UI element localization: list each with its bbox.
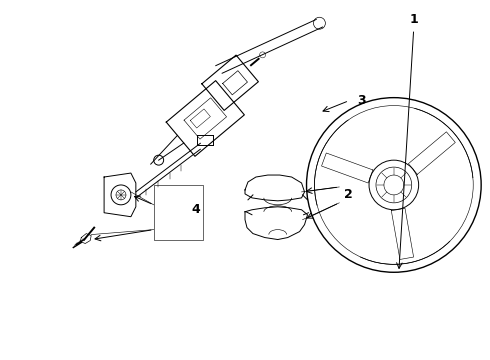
- Text: 1: 1: [409, 13, 418, 26]
- Bar: [154, 185, 203, 239]
- Text: 2: 2: [344, 188, 353, 201]
- Text: 4: 4: [191, 203, 200, 216]
- Text: 3: 3: [357, 94, 366, 107]
